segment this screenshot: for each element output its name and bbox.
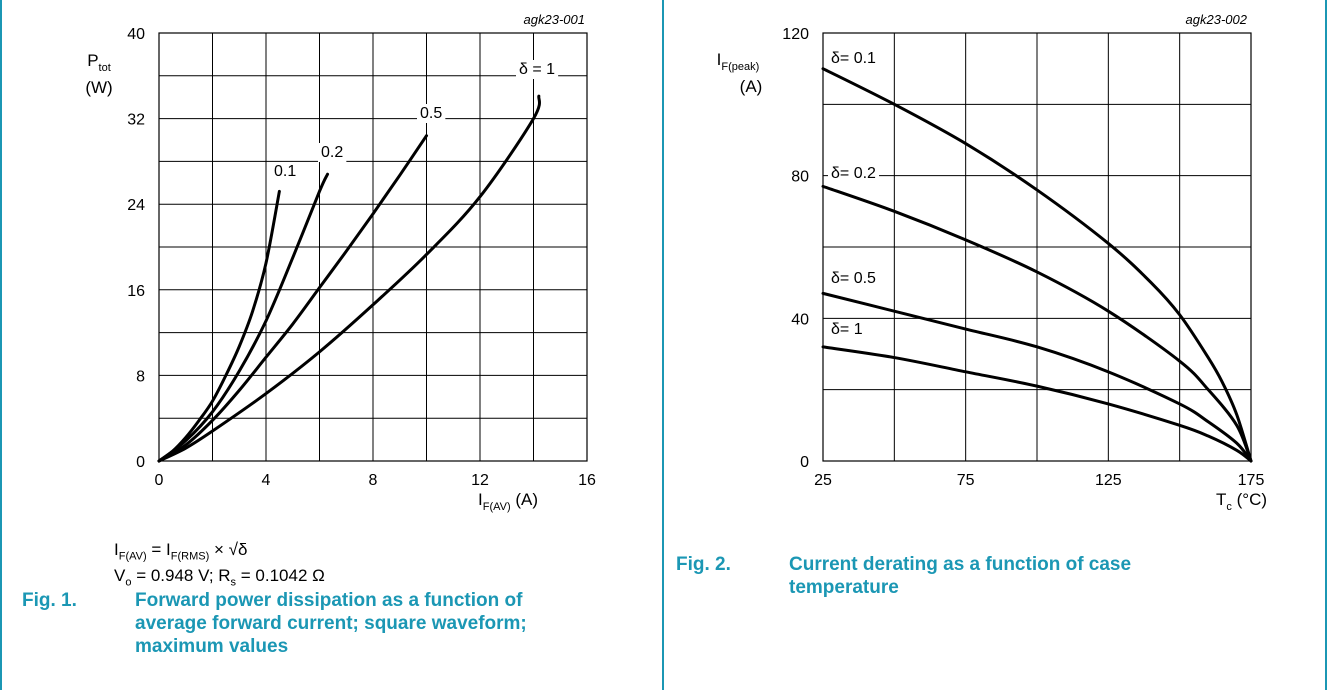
y-axis-label-main: P (87, 51, 98, 70)
x-axis-label-sub: F(AV) (483, 501, 511, 513)
note-line-1: IF(AV) = IF(RMS) × √δ (114, 540, 325, 566)
y-tick-label: 40 (127, 26, 145, 43)
figure-1-chart: 0 4 8 12 16 0 8 16 24 32 40 agk23-001 Ptot (W) IF(AV) … (85, 12, 596, 513)
note1-a-sub: F(AV) (118, 550, 147, 563)
x-tick-label: 125 (1095, 472, 1122, 489)
x-axis-label-main: I (478, 490, 483, 509)
figure-1-number: Fig. 1. (22, 590, 77, 611)
note1-a: I (114, 540, 119, 559)
series-line-4 (821, 345, 1253, 463)
x-tick-label: 175 (1238, 472, 1265, 489)
figure-2-caption: Fig. 2. Current derating as a function o… (676, 553, 1296, 613)
series-line-1 (821, 67, 1253, 463)
series-label-bg (828, 320, 866, 339)
y-axis-label-sub: tot (99, 62, 111, 74)
y-tick-label: 8 (136, 368, 145, 385)
series-label-bg (271, 162, 300, 181)
y-tick-label: 0 (800, 454, 809, 471)
series-label-2: δ= 0.2 (831, 165, 876, 182)
x-axis-label: IF(AV) (A) (478, 490, 538, 513)
series-label-4: δ= 1 (831, 321, 863, 338)
x-tick-label: 8 (369, 472, 378, 489)
note2-a: V (114, 566, 126, 586)
note2-b-sub: s (230, 576, 237, 589)
series-label-bg (516, 60, 559, 79)
y-axis-label-sub: F(peak) (721, 61, 759, 73)
figure-1-title: Forward power dissipation as a function … (135, 590, 527, 657)
x-axis-label-sub: c (1226, 501, 1232, 513)
series-line-2 (157, 172, 330, 463)
series-label-bg (417, 104, 446, 123)
series-label-3: 0.5 (420, 105, 442, 122)
series-label-bg (828, 49, 880, 68)
y-axis-label: IF(peak) (717, 50, 760, 73)
figure-2-title: Current derating as a function of case t… (789, 554, 1132, 598)
series-line-2 (821, 184, 1253, 463)
x-tick-label: 16 (578, 472, 596, 489)
y-tick-label: 80 (791, 169, 809, 186)
series-label-4: δ = 1 (519, 61, 555, 78)
y-axis-label: Ptot (87, 51, 111, 74)
x-tick-label: 0 (155, 472, 164, 489)
series-line-3 (821, 291, 1253, 463)
x-tick-label: 25 (814, 472, 832, 489)
x-axis-label-unit: (A) (511, 490, 538, 509)
figure-1-panel: 0 4 8 12 16 0 8 16 24 32 40 agk23-001 Ptot (W) IF(AV) … (0, 0, 664, 690)
series-label-1: δ= 0.1 (831, 50, 876, 67)
series-label-bg (828, 164, 880, 183)
y-tick-label: 16 (127, 283, 145, 300)
figure-2-panel: 25 75 125 175 0 40 80 120 agk23-002 IF(peak) (A) Tc… (663, 0, 1327, 690)
x-tick-label: 75 (957, 472, 975, 489)
y-axis-unit: (W) (85, 78, 112, 97)
x-axis-label: Tc (°C) (1216, 490, 1267, 513)
y-tick-label: 40 (791, 311, 809, 328)
note-line-2: Vo = 0.948 V; Rs = 0.1042 Ω (114, 566, 325, 592)
y-axis-unit: (A) (740, 77, 763, 96)
y-tick-label: 120 (782, 26, 809, 43)
note2-c: = 0.1042 Ω (236, 566, 325, 586)
plot-frame (822, 32, 1252, 462)
note2-a-sub: o (125, 576, 132, 589)
series-line-1 (157, 189, 281, 463)
note2-b: = 0.948 V; R (131, 566, 231, 586)
x-tick-label: 12 (471, 472, 489, 489)
series-label-1: 0.1 (274, 163, 296, 180)
y-tick-label: 32 (127, 112, 145, 129)
x-tick-label: 4 (262, 472, 271, 489)
note1-b-sub: F(RMS) (170, 550, 210, 563)
y-tick-label: 24 (127, 197, 145, 214)
figure-1-notes: IF(AV) = IF(RMS) × √δ Vo = 0.948 V; Rs =… (114, 540, 325, 593)
chart-id-label: agk23-001 (524, 12, 585, 27)
x-axis-label-unit: (°C) (1232, 490, 1267, 509)
y-axis-label-main: I (717, 50, 722, 69)
plot-frame (158, 32, 588, 462)
series-label-3: δ= 0.5 (831, 270, 876, 287)
chart-id-label: agk23-002 (1186, 12, 1248, 27)
series-line-4 (157, 94, 542, 463)
x-axis-label-main: T (1216, 490, 1226, 509)
figure-2-chart: 25 75 125 175 0 40 80 120 agk23-002 IF(peak) (A) Tc… (717, 12, 1267, 513)
note1-c: × √δ (209, 540, 248, 559)
series-label-2: 0.2 (321, 144, 343, 161)
series-label-bg (828, 269, 880, 288)
note1-b: = I (146, 540, 171, 559)
y-tick-label: 0 (136, 454, 145, 471)
series-line-3 (157, 134, 428, 463)
series-label-bg (318, 143, 347, 162)
figure-2-number: Fig. 2. (676, 554, 731, 575)
figure-1-caption: Fig. 1. Forward power dissipation as a f… (22, 589, 642, 681)
